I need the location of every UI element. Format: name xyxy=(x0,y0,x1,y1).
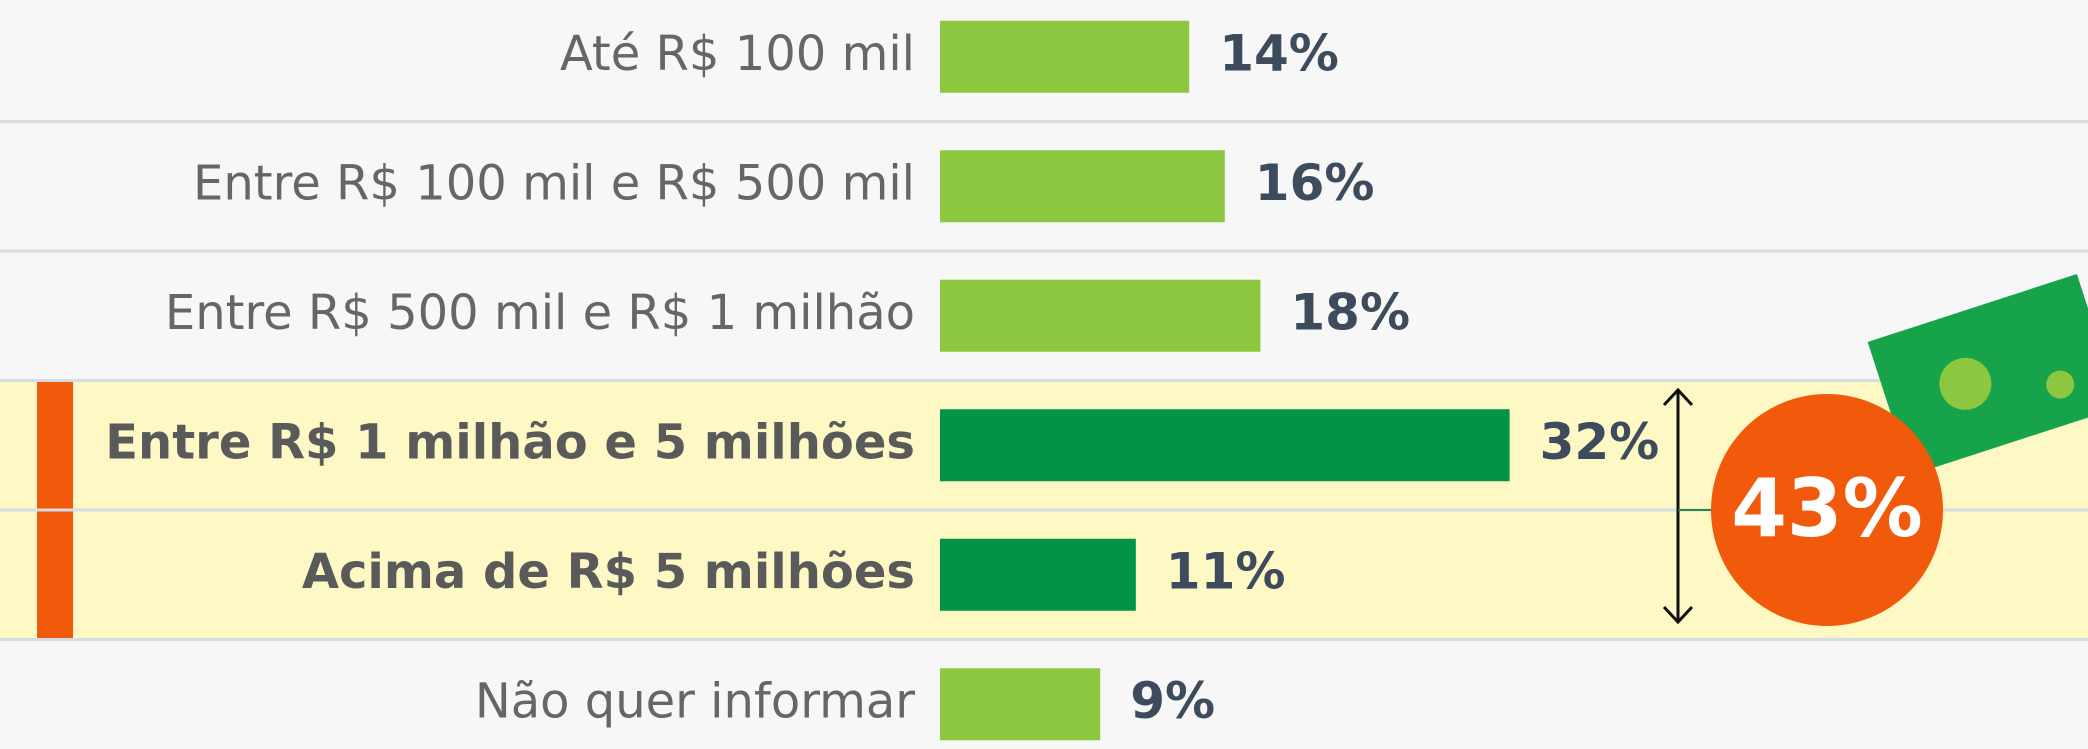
highlight-marker xyxy=(37,510,73,640)
page: Até R$ 100 mil 14% Entre R$ 100 mil e R$ 5… xyxy=(0,0,2088,749)
value-label: 18% xyxy=(1290,283,1410,341)
chart: Até R$ 100 mil 14% Entre R$ 100 mil e R$ 5… xyxy=(0,0,2088,749)
value-label: 11% xyxy=(1166,542,1286,600)
highlight-marker xyxy=(37,381,73,511)
category-label: Acima de R$ 5 milhões xyxy=(302,544,915,600)
category-label: Até R$ 100 mil xyxy=(560,26,915,82)
category-label: Entre R$ 100 mil e R$ 500 mil xyxy=(193,155,915,211)
category-label: Não quer informar xyxy=(475,673,915,729)
annotation-label: 43% xyxy=(1731,462,1922,555)
category-label: Entre R$ 500 mil e R$ 1 milhão xyxy=(165,285,915,341)
category-label: Entre R$ 1 milhão e 5 milhões xyxy=(105,414,915,470)
bar xyxy=(940,409,1510,481)
value-label: 9% xyxy=(1130,672,1215,730)
value-label: 32% xyxy=(1540,413,1660,471)
bar xyxy=(940,668,1100,740)
bar xyxy=(940,280,1260,352)
bar xyxy=(940,539,1136,611)
value-label: 14% xyxy=(1219,24,1339,82)
bar xyxy=(940,21,1189,93)
bar xyxy=(940,150,1225,222)
value-label: 16% xyxy=(1255,154,1375,212)
